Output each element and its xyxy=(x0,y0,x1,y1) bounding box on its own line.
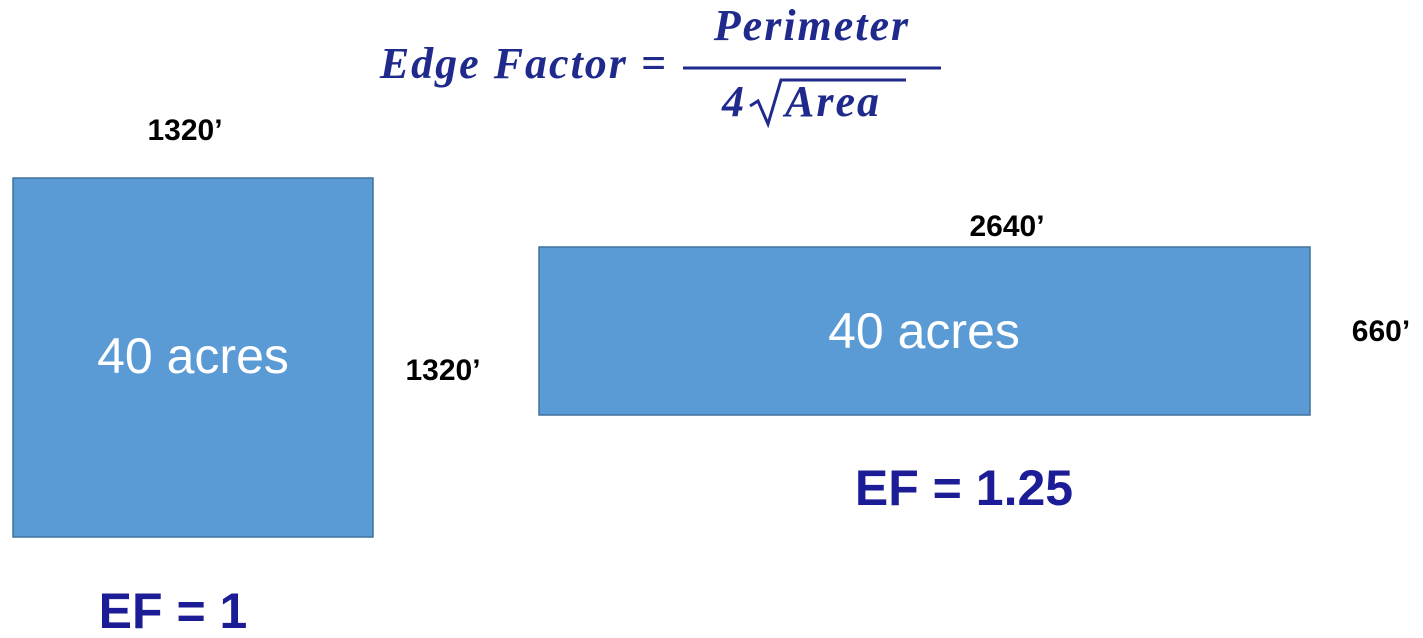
sqrt-sign xyxy=(749,78,906,129)
square-result: EF = 1 xyxy=(99,583,248,638)
rectangle-top-length: 2640’ xyxy=(969,210,1044,243)
formula-numerator: Perimeter xyxy=(713,1,910,50)
formula-lhs: Edge Factor = xyxy=(379,39,668,88)
rectangle-area: 40 acres xyxy=(828,303,1020,359)
square-top-length: 1320’ xyxy=(147,114,222,147)
square-area: 40 acres xyxy=(97,328,289,384)
rectangle-field xyxy=(538,246,1311,416)
rectangle-result: EF = 1.25 xyxy=(855,460,1073,516)
square-side-length: 1320’ xyxy=(405,354,480,387)
rectangle-side-length: 660’ xyxy=(1352,315,1410,348)
square-field xyxy=(12,177,374,538)
formula-coefficient: 4 xyxy=(721,77,746,126)
formula-radicand: Area xyxy=(782,77,881,126)
